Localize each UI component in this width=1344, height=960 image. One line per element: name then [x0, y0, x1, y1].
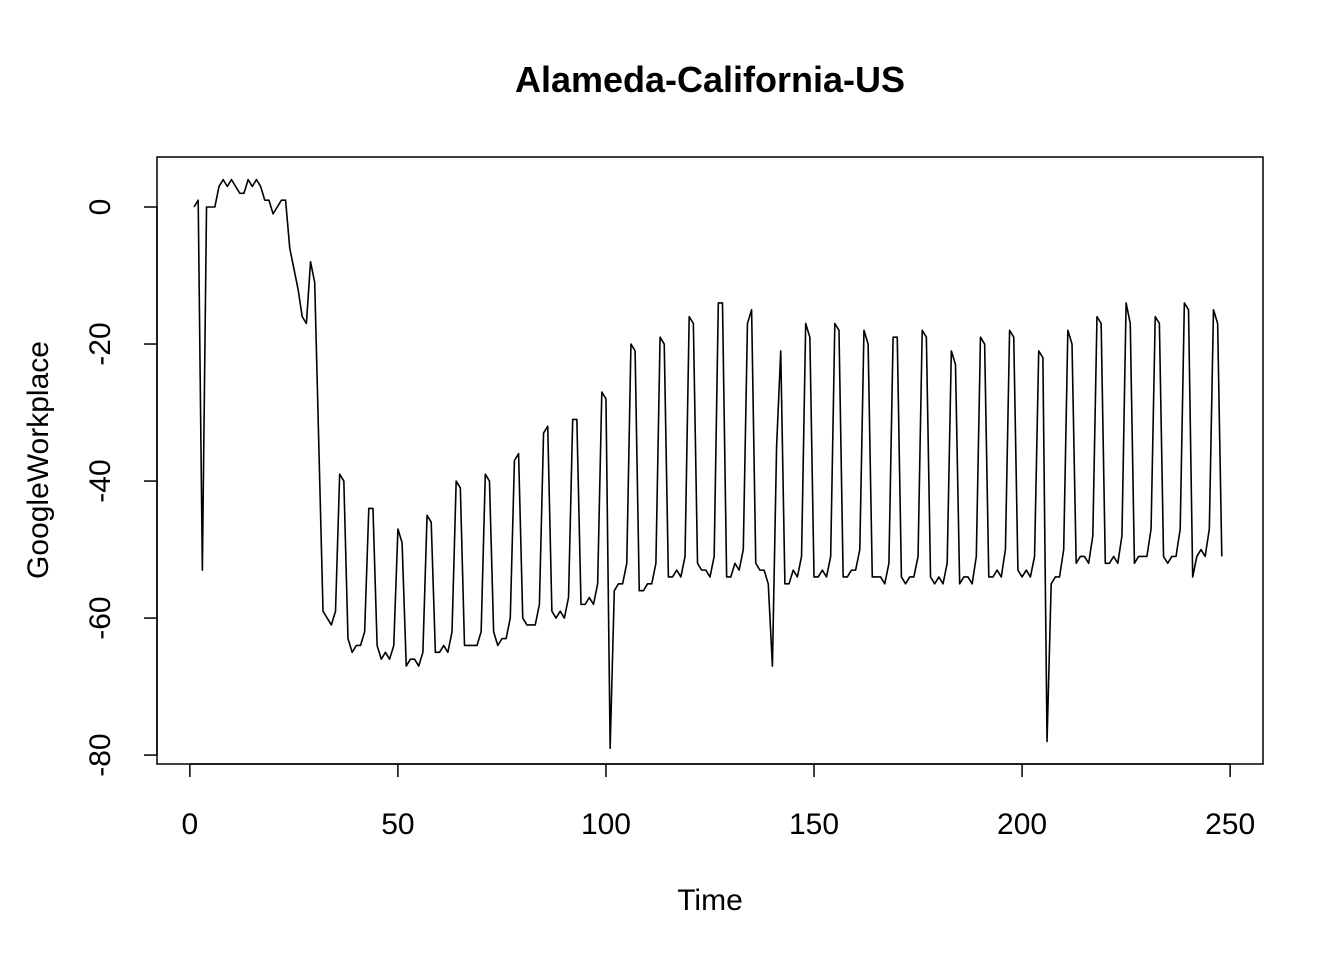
x-tick-label: 100 — [581, 808, 631, 841]
y-tick-label: -60 — [84, 596, 117, 639]
y-axis: 0 -20 -40 -60 -80 — [84, 199, 158, 777]
x-tick-label: 200 — [997, 808, 1047, 841]
x-tick-label: 50 — [381, 808, 414, 841]
x-axis-label: Time — [677, 884, 743, 917]
series-line — [193, 178, 1223, 750]
y-tick-label: 0 — [84, 199, 117, 216]
x-axis: 0 50 100 150 200 250 — [182, 763, 1255, 841]
chart-title: Alameda-California-US — [515, 59, 905, 100]
y-tick-label: -80 — [84, 733, 117, 776]
x-tick-label: 150 — [789, 808, 839, 841]
x-tick-label: 0 — [182, 808, 199, 841]
y-tick-label: -40 — [84, 459, 117, 502]
plot-box — [156, 156, 1264, 765]
x-tick-label: 250 — [1205, 808, 1255, 841]
y-tick-label: -20 — [84, 322, 117, 365]
y-axis-label: GoogleWorkplace — [22, 341, 55, 579]
